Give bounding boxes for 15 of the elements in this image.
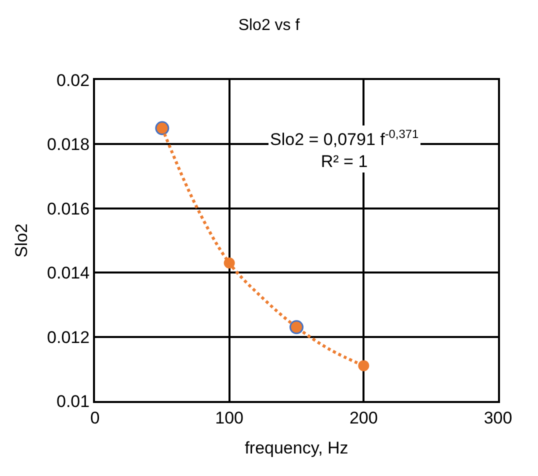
point — [358, 360, 370, 372]
x-tick-label: 300 — [484, 408, 512, 428]
y-tick-label: 0.018 — [47, 135, 90, 154]
y-axis-title: Slo2 — [12, 223, 32, 258]
y-tick-label: 0.02 — [56, 70, 90, 90]
x-tick-label: 200 — [349, 408, 378, 428]
x-tick-label: 0 — [90, 408, 100, 428]
y-tick-label: 0.016 — [47, 199, 90, 218]
x-axis-title: frequency, Hz — [244, 438, 348, 458]
y-tick-label: 0.01 — [56, 392, 90, 411]
chart-title: Slo2 vs f — [238, 17, 300, 34]
y-tick-label: 0.012 — [47, 328, 90, 347]
y-tick-label: 0.014 — [47, 264, 90, 283]
text: Slo2 = 0,0791 f$^{-0,371}$ R² = 1 — [270, 127, 419, 172]
x-tick-label: 100 — [215, 408, 244, 428]
